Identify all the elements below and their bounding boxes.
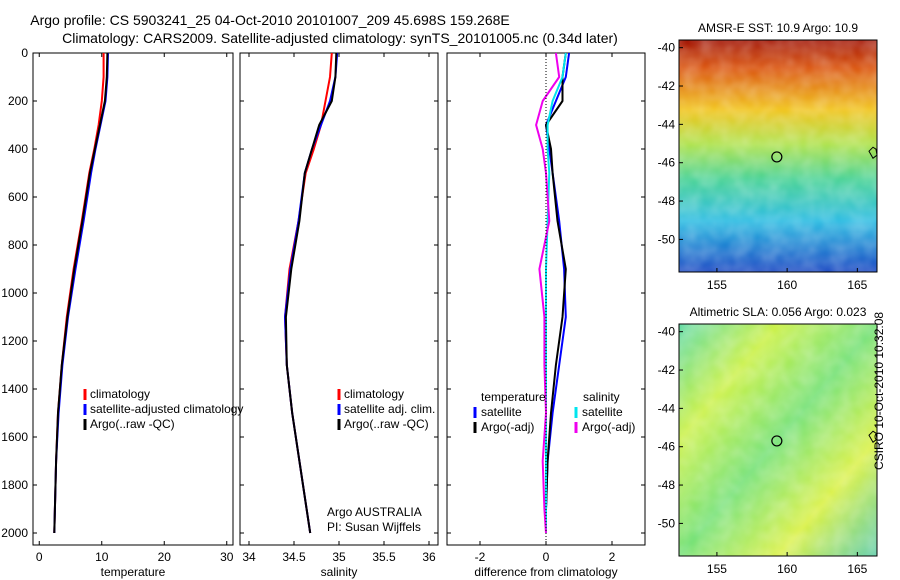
y-tick-label: 1000 xyxy=(1,286,28,300)
series-line-2 xyxy=(545,52,567,533)
y-tick-label: -40 xyxy=(658,325,676,339)
series-line-0 xyxy=(284,52,333,534)
y-tick-label: 1400 xyxy=(1,382,28,396)
plot-frame-1 xyxy=(32,52,234,546)
x-tick-label: 165 xyxy=(847,278,867,292)
x-tick-label: 30 xyxy=(220,550,234,564)
map-title: Altimetric SLA: 0.056 Argo: 0.023 xyxy=(690,305,867,319)
series-line-0 xyxy=(545,52,571,533)
map-frame-2 xyxy=(678,323,878,557)
map-frame-1 xyxy=(678,39,878,273)
x-tick-label: 36 xyxy=(422,550,436,564)
x-tick-label: 34.5 xyxy=(282,550,306,564)
y-tick-label: -46 xyxy=(658,156,676,170)
x-tick-label: -2 xyxy=(475,550,486,564)
legend-entry: Argo(..raw -QC) xyxy=(344,417,429,431)
coastline-fragment xyxy=(868,146,878,159)
y-tick-label: 600 xyxy=(8,190,28,204)
argo-location-marker xyxy=(771,435,783,447)
y-tick-label: -48 xyxy=(658,194,676,208)
y-tick-label: 400 xyxy=(8,142,28,156)
y-tick-label: -44 xyxy=(658,117,676,131)
series-line-2 xyxy=(53,52,109,534)
x-tick-label: 155 xyxy=(707,278,727,292)
annotation-text: PI: Susan Wijffels xyxy=(327,520,421,534)
y-tick-label: -50 xyxy=(658,516,676,530)
x-tick-label: 165 xyxy=(847,562,867,576)
plot-frame-2 xyxy=(239,52,439,546)
annotation-text: Argo AUSTRALIA xyxy=(327,505,422,519)
legend-entry: satellite xyxy=(481,405,522,419)
legend-header: salinity xyxy=(583,390,620,404)
legend-entry: climatology xyxy=(90,387,150,401)
x-tick-label: 35 xyxy=(332,550,346,564)
x-axis-label: difference from climatology xyxy=(474,565,617,579)
map-title: AMSR-E SST: 10.9 Argo: 10.9 xyxy=(698,21,858,35)
coastline-fragment xyxy=(868,430,878,443)
legend-header: temperature xyxy=(481,390,546,404)
map-texture-1 xyxy=(679,40,877,272)
y-tick-label: 200 xyxy=(8,94,28,108)
x-tick-label: 160 xyxy=(777,278,797,292)
y-tick-label: -50 xyxy=(658,232,676,246)
x-tick-label: 155 xyxy=(707,562,727,576)
x-tick-label: 0 xyxy=(36,550,43,564)
y-tick-label: 1200 xyxy=(1,334,28,348)
x-tick-label: 0 xyxy=(543,550,550,564)
series-line-2 xyxy=(284,52,338,534)
x-tick-label: 160 xyxy=(777,562,797,576)
y-tick-label: 1600 xyxy=(1,430,28,444)
series-line-3 xyxy=(535,52,561,534)
y-tick-label: -40 xyxy=(658,41,676,55)
legend-entry: satellite-adjusted climatology xyxy=(90,402,243,416)
legend-entry: Argo(..raw -QC) xyxy=(90,417,175,431)
y-tick-label: 0 xyxy=(21,46,28,60)
y-tick-label: 1800 xyxy=(1,478,28,492)
series-line-1 xyxy=(284,52,339,534)
legend-entry: satellite adj. clim. xyxy=(344,402,435,416)
legend-entry: Argo(-adj) xyxy=(582,420,635,434)
chart-title-line2: Climatology: CARS2009. Satellite-adjuste… xyxy=(62,30,618,46)
y-tick-label: -44 xyxy=(658,401,676,415)
x-axis-label: salinity xyxy=(321,565,358,579)
timestamp-stamp: CSIRO 10-Oct-2010 10:32:08 xyxy=(872,311,886,470)
y-tick-label: -48 xyxy=(658,478,676,492)
x-tick-label: 34 xyxy=(242,550,256,564)
y-tick-label: 2000 xyxy=(1,526,28,540)
y-tick-label: -42 xyxy=(658,363,676,377)
series-line-1 xyxy=(545,52,567,533)
x-axis-label: temperature xyxy=(101,565,166,579)
map-texture-2 xyxy=(679,324,877,556)
legend-entry: Argo(-adj) xyxy=(481,420,534,434)
y-tick-label: 800 xyxy=(8,238,28,252)
chart-title-line1: Argo profile: CS 5903241_25 04-Oct-2010 … xyxy=(30,12,510,28)
x-tick-label: 10 xyxy=(95,550,109,564)
x-tick-label: 20 xyxy=(158,550,172,564)
y-tick-label: -46 xyxy=(658,440,676,454)
x-tick-label: 2 xyxy=(609,550,616,564)
x-tick-label: 35.5 xyxy=(372,550,396,564)
legend-entry: climatology xyxy=(344,387,404,401)
y-tick-label: -42 xyxy=(658,79,676,93)
series-line-0 xyxy=(53,53,105,534)
legend-entry: satellite xyxy=(582,405,623,419)
argo-location-marker xyxy=(771,151,783,163)
